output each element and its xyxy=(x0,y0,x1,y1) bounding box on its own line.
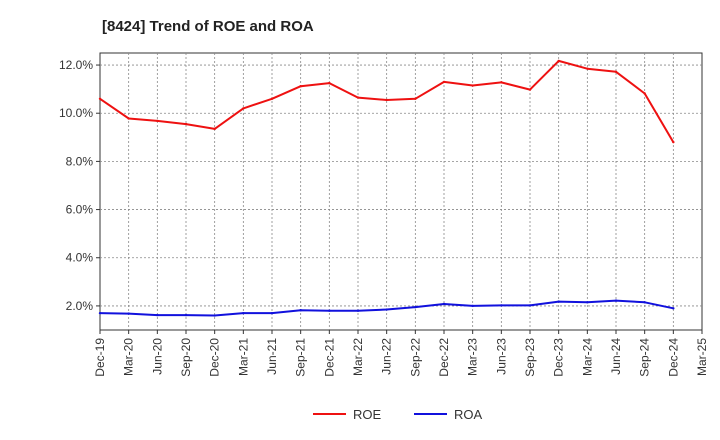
data-point-roe xyxy=(614,70,618,73)
data-point-roa xyxy=(299,309,302,312)
grid-lines xyxy=(100,53,702,330)
x-tick-label: Mar-25 xyxy=(695,338,709,376)
legend-label-roe: ROE xyxy=(353,407,382,422)
data-point-roa xyxy=(127,312,130,315)
x-tick-label: Mar-23 xyxy=(466,338,480,376)
data-point-roa xyxy=(213,314,216,317)
data-point-roa xyxy=(643,301,646,304)
x-tick-label: Sep-21 xyxy=(294,338,308,377)
data-point-roe xyxy=(213,127,216,131)
legend: ROE ROA xyxy=(313,407,483,422)
y-tick-label: 6.0% xyxy=(66,203,94,217)
data-point-roe xyxy=(414,97,417,100)
data-point-roa xyxy=(586,301,589,304)
data-point-roe xyxy=(242,107,245,110)
x-tick-label: Dec-22 xyxy=(437,338,451,377)
data-point-roa xyxy=(98,311,102,315)
data-point-roe xyxy=(127,117,130,120)
data-point-roa xyxy=(414,305,417,309)
data-point-roe xyxy=(156,119,159,123)
y-tick-label: 10.0% xyxy=(59,106,93,120)
x-tick-label: Jun-21 xyxy=(265,338,279,375)
y-axis: 2.0% 4.0% 6.0% 8.0% 10.0% 12.0% xyxy=(59,58,100,313)
data-point-roe xyxy=(270,97,274,100)
data-point-roa xyxy=(356,309,360,312)
data-point-roe xyxy=(98,97,102,100)
x-tick-label: Mar-24 xyxy=(580,338,594,376)
x-tick-label: Dec-21 xyxy=(322,338,336,377)
data-point-roa xyxy=(328,309,331,312)
x-tick-label: Dec-24 xyxy=(666,338,680,377)
data-point-roe xyxy=(184,122,188,126)
data-point-roa xyxy=(500,304,503,307)
x-tick-label: Sep-24 xyxy=(638,338,652,377)
x-tick-label: Sep-23 xyxy=(523,338,537,377)
data-point-roe xyxy=(356,96,360,99)
data-point-roa xyxy=(614,299,618,302)
plot-area xyxy=(99,52,703,331)
data-point-roe xyxy=(328,81,331,85)
data-point-roe xyxy=(500,81,503,84)
data-point-roe xyxy=(299,85,302,88)
x-tick-label: Dec-20 xyxy=(208,338,222,377)
x-tick-label: Jun-22 xyxy=(380,338,394,375)
data-point-roe xyxy=(471,84,474,87)
x-tick-label: Sep-20 xyxy=(179,338,193,377)
data-point-roa xyxy=(672,307,675,310)
y-tick-label: 12.0% xyxy=(59,58,93,72)
data-point-roa xyxy=(270,311,274,315)
chart-title: [8424] Trend of ROE and ROA xyxy=(102,18,314,35)
x-tick-label: Jun-24 xyxy=(609,338,623,375)
data-point-roe xyxy=(385,98,388,102)
data-point-roa xyxy=(528,304,532,307)
x-tick-label: Jun-23 xyxy=(494,338,508,375)
data-point-roa xyxy=(557,300,560,303)
x-axis: Dec-19 Mar-20 Jun-20 Sep-20 Dec-20 Mar-21 Jun-… xyxy=(93,330,709,377)
data-point-roe xyxy=(672,140,675,144)
x-tick-label: Mar-20 xyxy=(122,338,136,376)
x-tick-label: Sep-22 xyxy=(408,338,422,377)
series-layer xyxy=(98,59,675,317)
data-point-roa xyxy=(442,302,446,306)
x-tick-label: Mar-22 xyxy=(351,338,365,376)
y-tick-label: 2.0% xyxy=(66,299,94,313)
data-point-roa xyxy=(471,304,474,308)
data-point-roe xyxy=(528,88,532,91)
data-point-roa xyxy=(242,311,245,315)
x-tick-label: Dec-19 xyxy=(93,338,107,377)
data-point-roe xyxy=(643,92,646,95)
y-tick-label: 4.0% xyxy=(66,251,94,265)
data-point-roa xyxy=(385,308,388,311)
data-point-roa xyxy=(184,313,188,317)
y-tick-label: 8.0% xyxy=(66,154,94,168)
data-point-roe xyxy=(586,67,589,70)
data-point-roe xyxy=(442,80,446,84)
x-tick-label: Dec-23 xyxy=(552,338,566,377)
data-point-roa xyxy=(156,313,159,317)
legend-label-roa: ROA xyxy=(454,407,483,422)
data-point-roe xyxy=(557,59,560,63)
x-tick-label: Mar-21 xyxy=(236,338,250,376)
x-tick-label: Jun-20 xyxy=(150,338,164,375)
